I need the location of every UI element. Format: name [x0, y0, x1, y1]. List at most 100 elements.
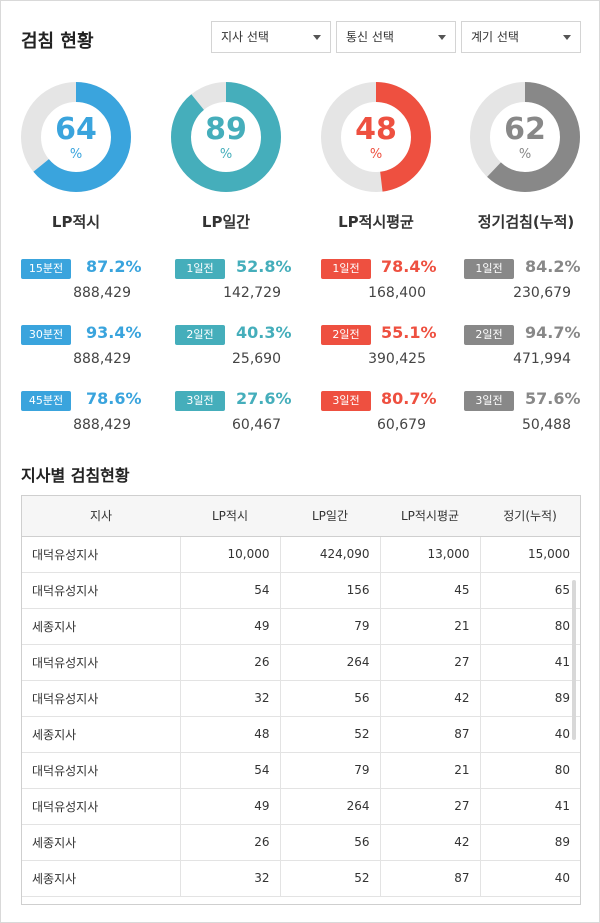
branch-table-container[interactable]: 지사 LP적시 LP일간 LP적시평균 정기(누적) 대덕유성지사 10,000 4…	[21, 495, 581, 905]
stat-count: 888,429	[73, 351, 131, 367]
value-cell: 87	[380, 860, 481, 897]
value-cell: 264	[280, 788, 381, 825]
chevron-down-icon	[563, 35, 571, 40]
donut-chart: 89 %	[170, 81, 282, 193]
value-cell: 65	[480, 572, 580, 609]
value-cell: 26	[180, 644, 281, 681]
table-row[interactable]: 대덕유성지사 10,000 424,090 13,000 15,000	[22, 536, 580, 573]
time-badge: 30분전	[21, 325, 71, 345]
gauge-unit: %	[219, 147, 233, 162]
donut-svg	[21, 82, 131, 192]
value-cell: 45	[380, 572, 481, 609]
column-header: LP적시	[180, 496, 280, 537]
branch-name-cell: 대덕유성지사	[22, 536, 181, 573]
donut-svg	[321, 82, 431, 192]
gauge-unit: %	[69, 147, 83, 162]
donut-arc	[21, 82, 131, 192]
value-cell: 26	[180, 824, 281, 861]
branch-select[interactable]: 지사 선택	[211, 21, 331, 53]
time-badge: 3일전	[464, 391, 514, 411]
stat-count: 230,679	[513, 285, 571, 301]
table-row[interactable]: 대덕유성지사 49 264 27 41	[22, 788, 580, 825]
time-badge: 15분전	[21, 259, 71, 279]
value-cell: 42	[380, 824, 481, 861]
comm-select-label: 통신 선택	[346, 30, 394, 44]
value-cell: 40	[480, 860, 580, 897]
chevron-down-icon	[438, 35, 446, 40]
donut-svg	[171, 82, 281, 192]
stat-percent: 84.2%	[525, 257, 581, 276]
value-cell: 89	[480, 824, 580, 861]
table-row[interactable]: 대덕유성지사 32 56 42 89	[22, 680, 580, 717]
value-cell: 32	[180, 860, 281, 897]
branch-name-cell: 세종지사	[22, 608, 181, 645]
table-row[interactable]: 대덕유성지사 26 264 27 41	[22, 644, 580, 681]
column-header: 지사	[22, 496, 180, 537]
stat-percent: 80.7%	[381, 389, 437, 408]
table-scrollbar[interactable]	[572, 580, 576, 740]
stat-percent: 87.2%	[86, 257, 142, 276]
table-row[interactable]: 세종지사 48 52 87 40	[22, 716, 580, 753]
chevron-down-icon	[313, 35, 321, 40]
table-row[interactable]: 대덕유성지사 54 79 21 80	[22, 752, 580, 789]
donut-arc	[171, 82, 281, 192]
time-badge: 2일전	[175, 325, 225, 345]
time-badge: 45분전	[21, 391, 71, 411]
branch-select-label: 지사 선택	[221, 30, 269, 44]
value-cell: 49	[180, 788, 281, 825]
value-cell: 27	[380, 788, 481, 825]
time-badge: 1일전	[175, 259, 225, 279]
value-cell: 424,090	[280, 536, 381, 573]
branch-name-cell: 대덕유성지사	[22, 680, 181, 717]
donut-svg	[470, 82, 580, 192]
table-row[interactable]: 세종지사 49 79 21 80	[22, 608, 580, 645]
comm-select[interactable]: 통신 선택	[336, 21, 456, 53]
value-cell: 80	[480, 752, 580, 789]
value-cell: 13,000	[380, 536, 481, 573]
filter-bar: 지사 선택 통신 선택 계기 선택	[211, 21, 581, 53]
time-badge: 2일전	[321, 325, 371, 345]
stat-count: 142,729	[223, 285, 281, 301]
stat-percent: 78.6%	[86, 389, 142, 408]
time-badge: 1일전	[321, 259, 371, 279]
value-cell: 21	[380, 608, 481, 645]
time-badge: 2일전	[464, 325, 514, 345]
value-cell: 27	[380, 644, 481, 681]
stat-count: 25,690	[232, 351, 281, 367]
value-cell: 48	[180, 716, 281, 753]
meter-select[interactable]: 계기 선택	[461, 21, 581, 53]
gauge-label: LP적시평균	[338, 213, 414, 231]
gauge-label: LP일간	[201, 213, 251, 231]
value-cell: 15,000	[480, 536, 580, 573]
value-cell: 10,000	[180, 536, 281, 573]
value-cell: 54	[180, 572, 281, 609]
branch-name-cell: 세종지사	[22, 860, 181, 897]
value-cell: 52	[280, 716, 381, 753]
branch-name-cell: 대덕유성지사	[22, 644, 181, 681]
table-header-row: 지사 LP적시 LP일간 LP적시평균 정기(누적)	[22, 496, 580, 537]
stat-percent: 78.4%	[381, 257, 437, 276]
gauge-unit: %	[369, 147, 383, 162]
branch-name-cell: 대덕유성지사	[22, 788, 181, 825]
value-cell: 56	[280, 680, 381, 717]
time-badge: 3일전	[321, 391, 371, 411]
table-row[interactable]: 세종지사 26 56 42 89	[22, 824, 580, 861]
value-cell: 41	[480, 788, 580, 825]
column-header: LP일간	[280, 496, 380, 537]
stat-percent: 55.1%	[381, 323, 437, 342]
donut-chart: 62 %	[469, 81, 581, 193]
stat-count: 60,467	[232, 417, 281, 433]
donut-arc	[470, 82, 580, 192]
value-cell: 80	[480, 608, 580, 645]
stat-count: 888,429	[73, 417, 131, 433]
value-cell: 40	[480, 716, 580, 753]
value-cell: 264	[280, 644, 381, 681]
value-cell: 42	[380, 680, 481, 717]
gauge-label: 정기검침(누적)	[477, 213, 575, 231]
table-row[interactable]: 대덕유성지사 54 156 45 65	[22, 572, 580, 609]
value-cell: 54	[180, 752, 281, 789]
stat-count: 60,679	[377, 417, 426, 433]
stat-count: 471,994	[513, 351, 571, 367]
table-row[interactable]: 세종지사 32 52 87 40	[22, 860, 580, 897]
value-cell: 156	[280, 572, 381, 609]
